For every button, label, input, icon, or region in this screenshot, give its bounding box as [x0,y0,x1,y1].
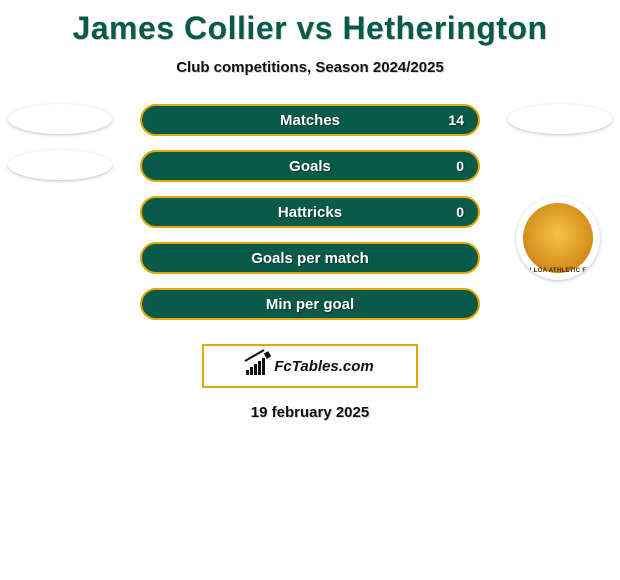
date-label: 19 february 2025 [0,404,620,421]
stat-label: Hattricks [142,204,478,221]
stat-label: Min per goal [142,296,478,313]
stat-value-right: 0 [456,158,464,174]
source-logo-box: FcTables.com [202,344,418,388]
player-left-pill [8,150,112,180]
player-left-pill [8,104,112,134]
stat-bar: Goals 0 [140,150,480,182]
stat-row: Min per goal [0,288,620,334]
stat-bar: Goals per match [140,242,480,274]
stat-bar: Min per goal [140,288,480,320]
stat-row: Goals per match [0,242,620,288]
page-title: James Collier vs Hetherington [0,0,620,47]
stat-label: Goals [142,158,478,175]
stat-row: Hattricks 0 [0,196,620,242]
logo-text: FcTables.com [274,358,373,375]
stat-row: Matches 14 [0,104,620,150]
stat-bar: Hattricks 0 [140,196,480,228]
stat-label: Matches [142,112,478,129]
subtitle: Club competitions, Season 2024/2025 [0,59,620,76]
stat-value-right: 0 [456,204,464,220]
stat-value-right: 14 [448,112,464,128]
stat-row: Goals 0 ALLOA ATHLETIC FC [0,150,620,196]
stat-label: Goals per match [142,250,478,267]
logo-chart-icon [246,357,268,375]
comparison-panel: Matches 14 Goals 0 ALLOA ATHLETIC FC Hat… [0,104,620,334]
stat-bar: Matches 14 [140,104,480,136]
player-right-pill [508,104,612,134]
